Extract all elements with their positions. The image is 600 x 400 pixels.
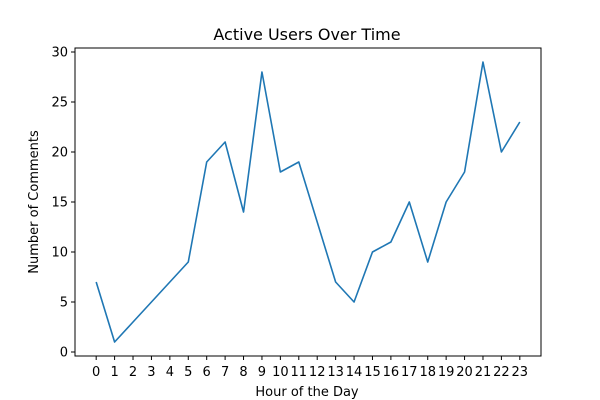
y-tick-label: 5 (60, 296, 68, 311)
x-tick-label: 4 (166, 365, 174, 380)
x-tick-label: 11 (291, 365, 308, 380)
x-tick-label: 14 (346, 365, 363, 380)
y-tick-label: 0 (60, 346, 68, 361)
chart-title: Active Users Over Time (213, 25, 400, 44)
y-tick-label: 20 (51, 146, 68, 161)
x-tick-label: 6 (203, 365, 211, 380)
y-axis-label: Number of Comments (27, 130, 42, 274)
series-line (95, 61, 521, 343)
x-tick-label: 21 (475, 365, 492, 380)
x-tick-label: 13 (327, 365, 344, 380)
x-tick-label: 23 (512, 365, 529, 380)
x-tick-label: 7 (221, 365, 229, 380)
x-axis-label: Hour of the Day (255, 385, 359, 400)
x-tick-label: 8 (239, 365, 247, 380)
y-axis: 0 5 10 15 20 25 30 (51, 46, 75, 361)
x-tick-label: 20 (456, 365, 473, 380)
x-tick-label: 0 (92, 365, 100, 380)
y-tick-label: 25 (51, 96, 68, 111)
y-tick-label: 10 (51, 246, 68, 261)
x-tick-label: 18 (419, 365, 436, 380)
x-tick-label: 17 (401, 365, 418, 380)
x-axis: 0 1 2 3 4 5 6 7 8 9 10 11 12 13 14 15 16 17 18 19 20 21 22 23 (92, 356, 528, 380)
x-tick-label: 12 (309, 365, 326, 380)
series-layer (95, 61, 521, 343)
y-tick-label: 30 (51, 46, 68, 61)
x-tick-label: 3 (147, 365, 155, 380)
y-tick-label: 15 (51, 196, 68, 211)
x-tick-label: 2 (129, 365, 137, 380)
x-tick-label: 15 (364, 365, 381, 380)
x-tick-label: 16 (383, 365, 400, 380)
x-tick-label: 22 (493, 365, 510, 380)
x-tick-label: 19 (438, 365, 455, 380)
x-tick-label: 10 (272, 365, 289, 380)
x-tick-label: 9 (258, 365, 266, 380)
x-tick-label: 5 (184, 365, 192, 380)
x-tick-label: 1 (110, 365, 118, 380)
